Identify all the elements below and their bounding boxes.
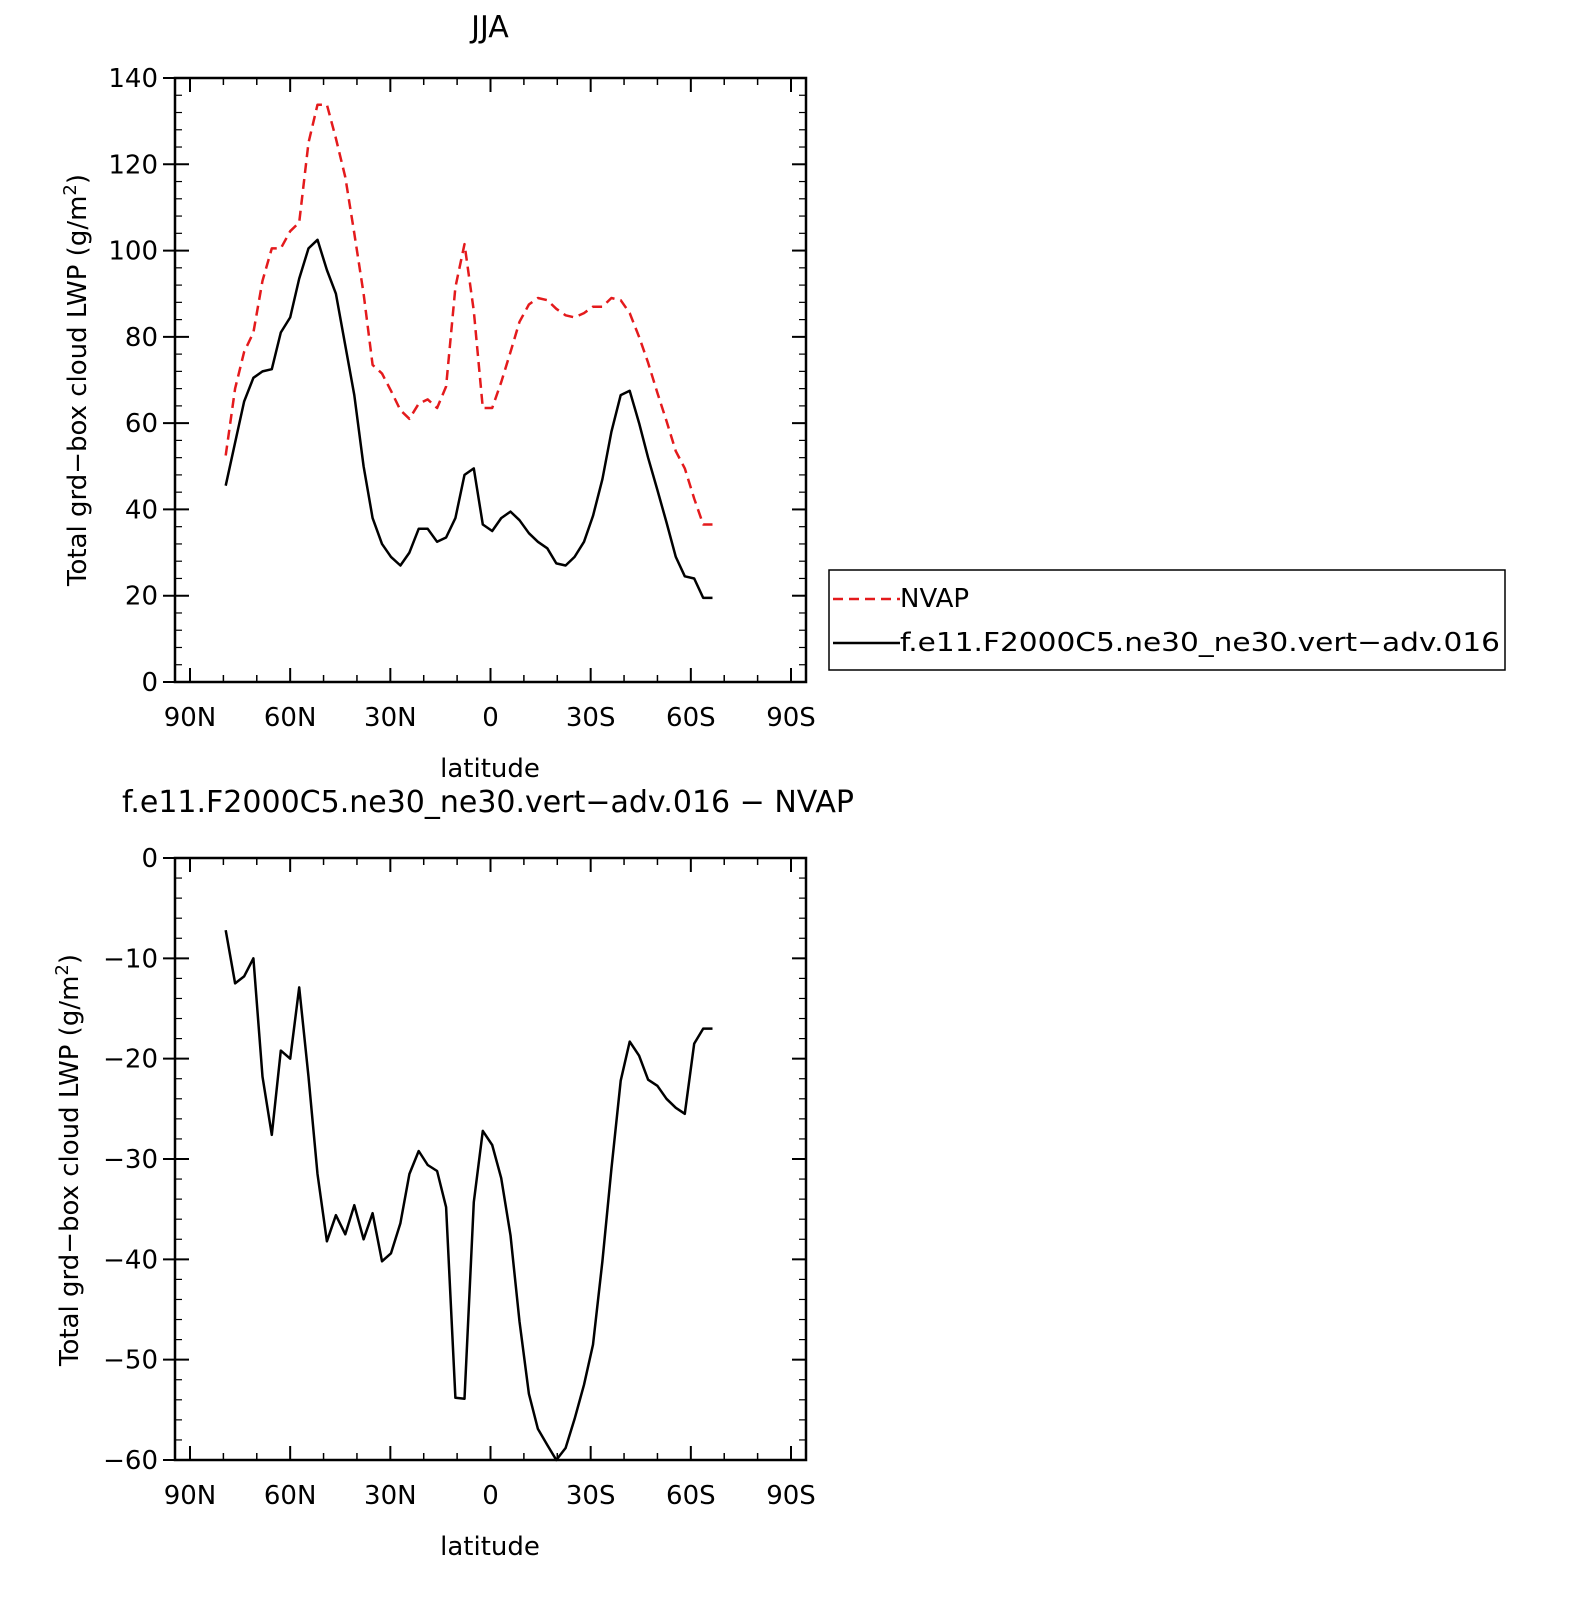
bottom-y-tick-label: −10 (103, 944, 158, 974)
legend: NVAP f.e11.F2000C5.ne30_ne30.vert−adv.01… (828, 569, 1506, 671)
top-y-tick-label: 140 (108, 64, 158, 94)
bottom-x-tick-label: 60S (666, 1481, 716, 1511)
bottom-y-tick-label: −30 (103, 1145, 158, 1175)
top-y-tick-label: 40 (125, 495, 158, 525)
bottom-y-axis-title-text: Total grd−box cloud LWP (55, 1045, 85, 1367)
bottom-x-tick-label: 30S (566, 1481, 616, 1511)
bottom-y-axis-unit-close: ) (55, 954, 85, 964)
top-x-tick-label: 30S (566, 703, 616, 733)
top-x-tick-label: 30N (364, 703, 417, 733)
top-series-line-nvap (224, 103, 713, 526)
bottom-chart-title: f.e11.F2000C5.ne30_ne30.vert−adv.016 − N… (122, 785, 854, 820)
bottom-y-axis-unit-exponent: 2 (52, 964, 73, 975)
bottom-y-tick-labels: 0 −10 −20 −30 −40 −50 −60 (103, 844, 158, 1476)
top-series-line-model (224, 238, 713, 600)
bottom-y-tick-label: −60 (103, 1446, 158, 1476)
top-y-axis-unit-exponent: 2 (60, 184, 81, 195)
bottom-plot-frame (173, 856, 808, 1462)
top-y-tick-label: 80 (125, 323, 158, 353)
bottom-y-tick-label: 0 (141, 844, 158, 874)
top-y-tick-label: 20 (125, 582, 158, 612)
top-x-axis-title: latitude (440, 754, 540, 784)
top-y-tick-label: 120 (108, 150, 158, 180)
top-panel: JJA 90N 60N 30N 0 30S 60S 90S 0 20 40 60 80 100 120 1… (60, 10, 1506, 784)
top-plot-frame (173, 76, 808, 684)
top-chart-title: JJA (469, 10, 509, 45)
bottom-x-tick-labels: 90N 60N 30N 0 30S 60S 90S (164, 1481, 816, 1511)
top-y-tick-labels: 0 20 40 60 80 100 120 140 (108, 64, 158, 698)
top-y-axis-unit-close: ) (63, 174, 93, 184)
bottom-series (224, 929, 713, 1462)
bottom-x-tick-label: 30N (364, 1481, 417, 1511)
bottom-y-tick-label: −50 (103, 1346, 158, 1376)
bottom-y-axis-unit: (g/m (55, 976, 85, 1045)
top-y-axis-title-text: Total grd−box cloud LWP (63, 265, 93, 587)
top-y-tick-label: 100 (108, 237, 158, 267)
top-x-tick-labels: 90N 60N 30N 0 30S 60S 90S (164, 703, 816, 733)
bottom-x-tick-label: 60N (264, 1481, 317, 1511)
top-x-tick-label: 90S (766, 703, 816, 733)
top-y-axis-unit: (g/m (63, 196, 93, 265)
top-ticks (163, 77, 806, 683)
bottom-y-tick-label: −20 (103, 1045, 158, 1075)
bottom-panel: f.e11.F2000C5.ne30_ne30.vert−adv.016 − N… (52, 785, 854, 1562)
top-y-tick-label: 0 (141, 668, 158, 698)
top-x-tick-label: 60S (666, 703, 716, 733)
bottom-ticks (163, 857, 806, 1461)
top-y-axis-title: Total grd−box cloud LWP (g/m2) (60, 174, 93, 587)
legend-box (828, 569, 1506, 671)
bottom-series-line-difference (224, 929, 713, 1462)
legend-label-model: f.e11.F2000C5.ne30_ne30.vert−adv.016 (900, 628, 1500, 658)
bottom-x-tick-label: 0 (482, 1481, 499, 1511)
top-y-tick-label: 60 (125, 409, 158, 439)
top-series (224, 103, 713, 600)
legend-label-nvap: NVAP (900, 584, 969, 614)
top-x-tick-label: 60N (264, 703, 317, 733)
top-x-tick-label: 90N (164, 703, 217, 733)
bottom-y-tick-label: −40 (103, 1245, 158, 1275)
bottom-x-axis-title: latitude (440, 1532, 540, 1562)
bottom-x-tick-label: 90S (766, 1481, 816, 1511)
bottom-y-axis-title: Total grd−box cloud LWP (g/m2) (52, 954, 85, 1367)
bottom-x-tick-label: 90N (164, 1481, 217, 1511)
top-x-tick-label: 0 (482, 703, 499, 733)
